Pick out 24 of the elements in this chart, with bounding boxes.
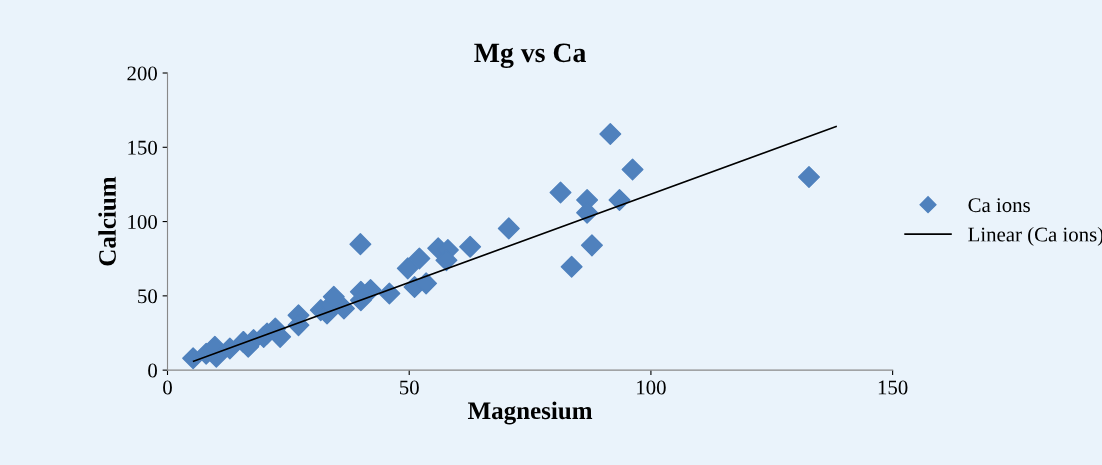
- x-tick-label: 150: [878, 380, 908, 395]
- y-tick-label: 200: [127, 66, 157, 81]
- point: [797, 166, 820, 188]
- x-tick-label: 0: [163, 380, 172, 395]
- point: [497, 217, 520, 240]
- y-tick-label: 150: [128, 140, 157, 155]
- point: [459, 235, 482, 258]
- point: [580, 234, 603, 257]
- point: [408, 247, 431, 270]
- x-tick-label: 50: [400, 380, 419, 395]
- y-axis-title: Calcium: [98, 176, 116, 266]
- point: [549, 181, 572, 204]
- point: [396, 257, 419, 280]
- y-tick-label: 0: [148, 363, 157, 378]
- y-tick-label: 100: [128, 214, 157, 230]
- point: [599, 122, 622, 145]
- x-axis-title: Magnesium: [467, 401, 593, 425]
- point: [621, 158, 644, 181]
- legend-label: Ca ions: [968, 198, 1030, 213]
- x-tick-label: 100: [637, 380, 666, 395]
- chart-title: Mg vs Ca: [474, 43, 586, 69]
- point: [560, 255, 583, 278]
- point: [349, 233, 372, 256]
- y-tick-label: 50: [138, 289, 157, 304]
